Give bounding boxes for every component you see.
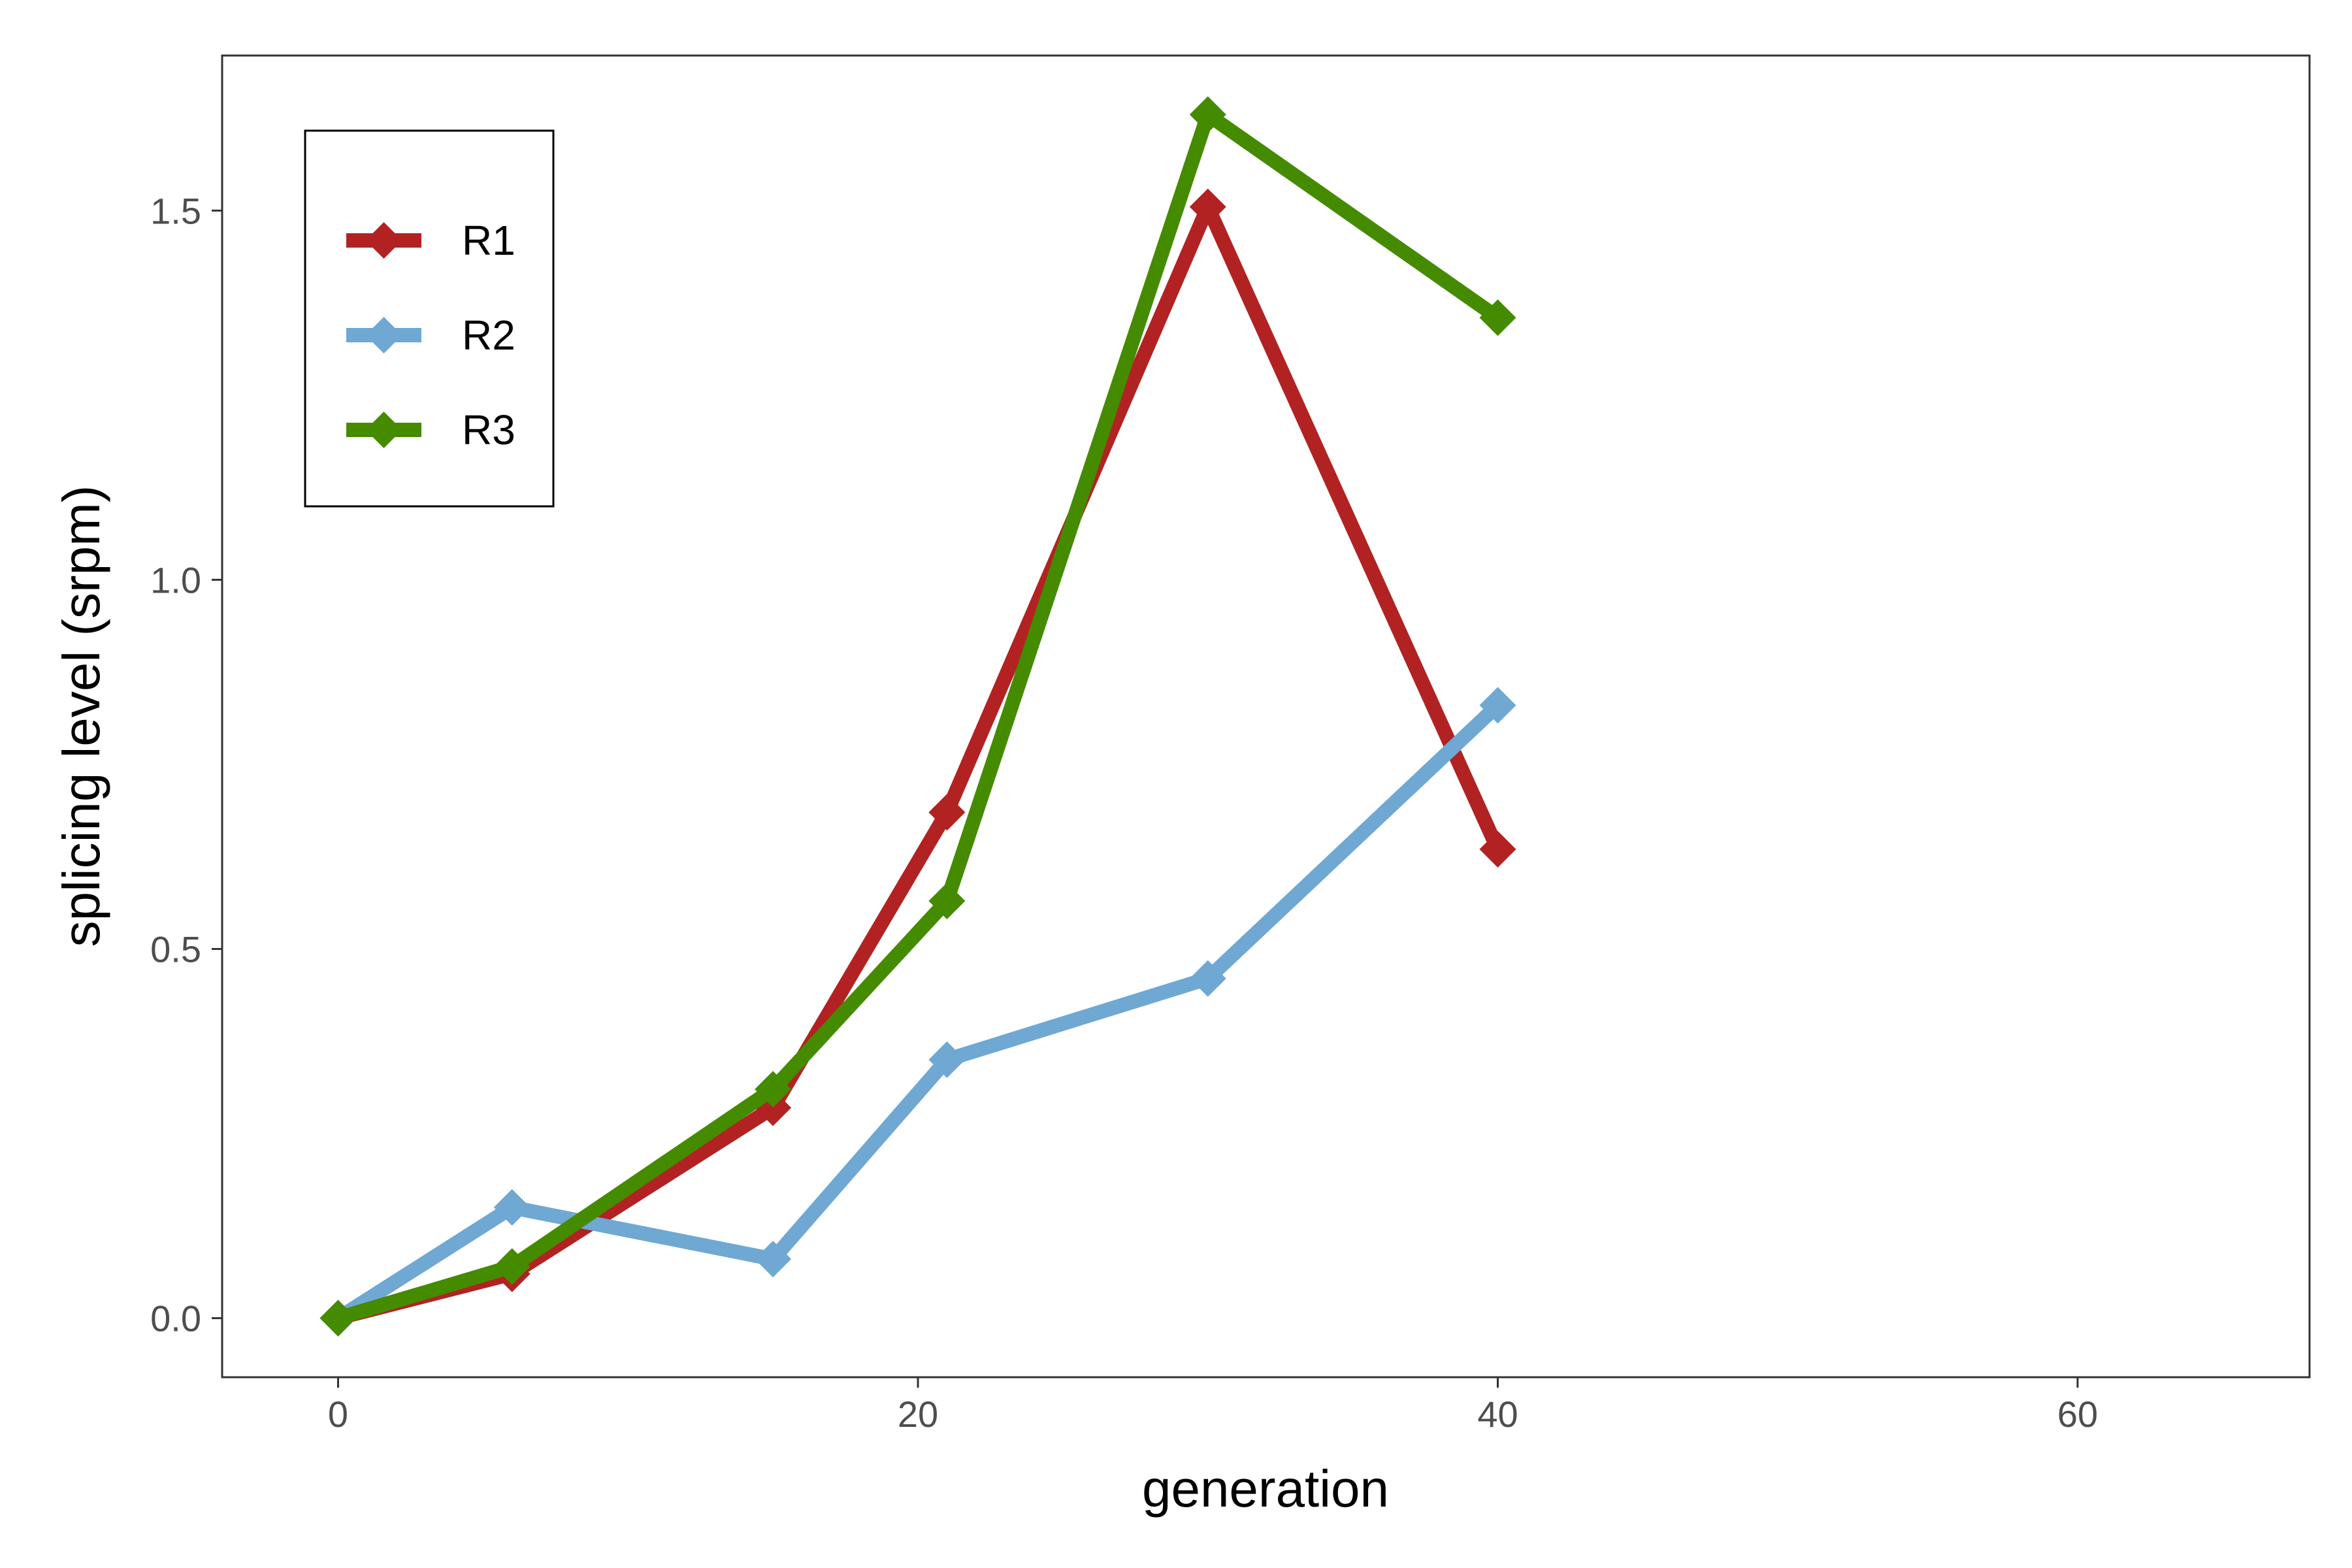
y-tick-label-2: 1.0 <box>150 559 201 600</box>
series-r3 <box>319 96 1516 1337</box>
legend-item-r2: R2 <box>346 312 515 359</box>
legend-swatch-marker-r2 <box>365 317 402 353</box>
data-point-r3-5 <box>1479 299 1516 336</box>
legend: R1 R2 R3 <box>304 129 555 508</box>
data-point-r3-2 <box>755 1071 792 1108</box>
y-tick-label-3: 1.5 <box>150 190 201 231</box>
data-point-r2-2 <box>755 1241 792 1278</box>
data-point-r3-1 <box>493 1248 531 1285</box>
series-line-r3 <box>336 107 1502 1326</box>
data-point-r3-4 <box>1189 96 1226 133</box>
axes-layer: 0 20 40 60 0.0 0.5 1.0 1.5 <box>150 190 2098 1435</box>
x-axis-title: generation <box>1142 1460 1389 1518</box>
legend-box <box>304 129 555 508</box>
data-point-r2-4 <box>1189 960 1226 997</box>
data-point-r2-5 <box>1479 687 1516 724</box>
data-point-r1-5 <box>1479 830 1516 868</box>
x-tick-label-3: 60 <box>2057 1394 2098 1435</box>
legend-label-r3: R3 <box>462 406 515 453</box>
legend-item-r3: R3 <box>346 406 515 453</box>
y-tick-label-0: 0.0 <box>150 1298 201 1339</box>
x-tick-label-0: 0 <box>328 1394 348 1435</box>
data-point-r2-1 <box>493 1189 531 1226</box>
data-point-r1-4 <box>1189 188 1226 225</box>
x-tick-label-2: 40 <box>1477 1394 1518 1435</box>
y-tick-label-1: 0.5 <box>150 929 201 970</box>
data-point-r1-3 <box>928 794 966 831</box>
data-point-r3-0 <box>319 1299 357 1337</box>
legend-item-r1: R1 <box>346 217 515 264</box>
series-line-r2 <box>334 700 1503 1324</box>
y-axis-title: splicing level (srpm) <box>52 485 110 947</box>
data-point-r2-3 <box>928 1041 966 1079</box>
legend-label-r1: R1 <box>462 217 515 264</box>
legend-label-r2: R2 <box>462 312 515 359</box>
plot-panel-border <box>221 54 2311 1379</box>
legend-swatch-marker-r3 <box>365 412 402 448</box>
legend-swatch-marker-r1 <box>365 222 402 259</box>
x-tick-label-1: 20 <box>898 1394 938 1435</box>
series-layer <box>319 96 1516 1337</box>
data-point-r3-3 <box>928 883 966 920</box>
